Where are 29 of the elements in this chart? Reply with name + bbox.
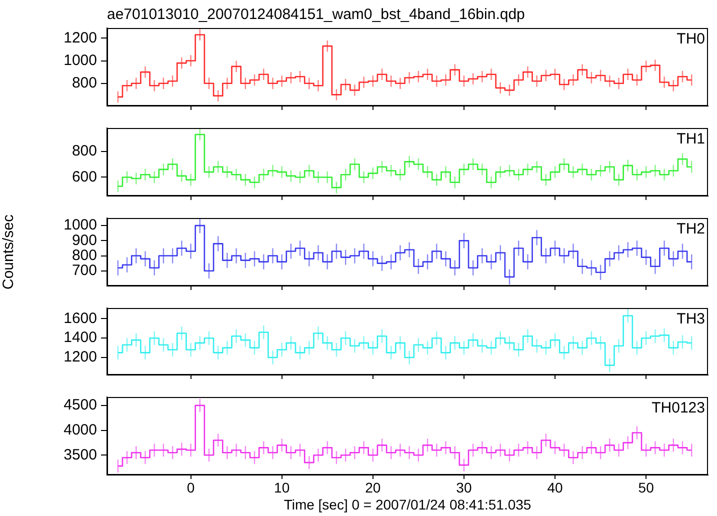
y-tick-label: 700 xyxy=(72,262,97,280)
y-tick-label: 800 xyxy=(72,246,97,264)
y-tick-label: 600 xyxy=(72,168,97,186)
x-tick-label: 30 xyxy=(456,479,472,496)
y-tick-label: 1000 xyxy=(64,216,97,234)
y-tick-label: 3500 xyxy=(64,446,97,464)
chart-title: ae701013010_20070124084151_wam0_bst_4band_16bin.qdp xyxy=(107,6,525,23)
x-tick-label: 40 xyxy=(547,479,564,496)
y-tick-label: 1000 xyxy=(64,52,97,69)
x-tick-label: 10 xyxy=(274,479,290,496)
y-tick-label: 1600 xyxy=(64,310,97,327)
y-tick-label: 800 xyxy=(72,142,97,160)
y-axis-title: Counts/sec xyxy=(0,214,18,290)
x-tick-label: 0 xyxy=(186,479,195,496)
y-tick-label: 1400 xyxy=(64,329,97,346)
y-tick-label: 1200 xyxy=(64,29,97,46)
x-axis-title: Time [sec] 0 = 2007/01/24 08:41:51.035 xyxy=(284,496,532,512)
x-tick-label: 20 xyxy=(365,479,381,496)
y-tick-label: 900 xyxy=(72,232,97,249)
series-label: TH0123 xyxy=(652,400,705,417)
series-label: TH3 xyxy=(676,310,705,328)
y-tick-label: 4000 xyxy=(64,421,97,438)
series-label: TH1 xyxy=(676,130,705,148)
x-tick-label: 50 xyxy=(638,479,654,496)
y-tick-label: 4500 xyxy=(64,396,97,414)
y-tick-label: 1200 xyxy=(64,348,97,366)
series-label: TH0 xyxy=(676,30,705,48)
series-label: TH2 xyxy=(676,220,705,238)
y-tick-label: 800 xyxy=(72,74,97,92)
